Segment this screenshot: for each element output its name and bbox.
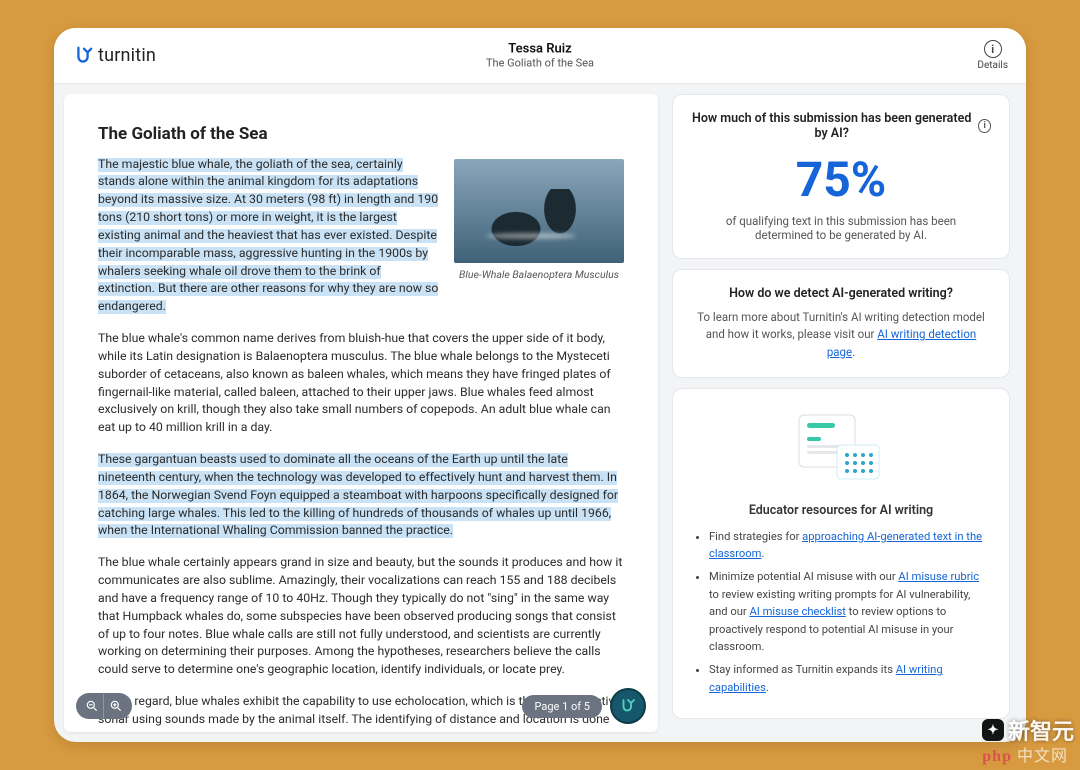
ai-card-note: of qualifying text in this submission ha…: [691, 214, 991, 242]
sidebar: How much of this submission has been gen…: [672, 94, 1014, 732]
turnitin-fab-icon: [619, 697, 637, 715]
resources-illustration: [691, 405, 991, 491]
zoom-in-button[interactable]: [104, 694, 128, 718]
detection-info-card: How do we detect AI-generated writing? T…: [672, 269, 1010, 378]
student-name: Tessa Ruiz: [486, 41, 594, 57]
document-footer: Page 1 of 5: [64, 688, 658, 724]
zoom-controls: [76, 693, 132, 719]
resource-item: Find strategies for approaching AI-gener…: [709, 528, 991, 563]
page-indicator: Page 1 of 5: [522, 695, 602, 718]
zoom-out-button[interactable]: [80, 694, 104, 718]
resource-text: Minimize potential AI misuse with our: [709, 570, 898, 583]
highlighted-text: The majestic blue whale, the goliath of …: [98, 158, 438, 315]
resource-text: Find strategies for: [709, 530, 802, 543]
resource-link[interactable]: AI misuse checklist: [749, 605, 845, 618]
paragraph: The blue whale's common name derives fro…: [98, 331, 624, 438]
header-center: Tessa Ruiz The Goliath of the Sea: [486, 41, 594, 70]
details-button[interactable]: i Details: [977, 40, 1008, 71]
paragraph: The blue whale certainly appears grand i…: [98, 555, 624, 680]
detection-desc-suffix: .: [852, 345, 855, 359]
detection-question: How do we detect AI-generated writing?: [691, 286, 991, 301]
zoom-in-icon: [109, 699, 123, 713]
whale-image: [454, 159, 624, 263]
highlighted-text: These gargantuan beasts used to dominate…: [98, 453, 618, 538]
brand-name: turnitin: [98, 45, 156, 66]
detection-desc: To learn more about Turnitin's AI writin…: [691, 309, 991, 361]
resource-link[interactable]: AI misuse rubric: [898, 570, 979, 583]
watermark-secondary: php 中文网: [982, 742, 1068, 766]
resources-list: Find strategies for approaching AI-gener…: [691, 528, 991, 696]
paragraph: These gargantuan beasts used to dominate…: [98, 452, 624, 541]
resource-text: .: [761, 547, 764, 560]
zoom-out-icon: [85, 699, 99, 713]
watermark-text: php: [982, 748, 1012, 765]
turnitin-fab[interactable]: [610, 688, 646, 724]
speech-icon: ✦: [982, 719, 1004, 741]
info-icon: i: [984, 40, 1002, 58]
document-figure: Blue-Whale Balaenoptera Musculus: [454, 159, 624, 282]
turnitin-icon: [72, 45, 94, 67]
resource-item: Stay informed as Turnitin expands its AI…: [709, 661, 991, 696]
document-content: The Goliath of the Sea Blue-Whale Balaen…: [64, 94, 658, 732]
document-title: The Goliath of the Sea: [486, 57, 594, 70]
resource-text: .: [766, 681, 769, 694]
details-label: Details: [977, 60, 1008, 71]
ai-percentage: 75%: [691, 151, 991, 208]
document-pane: The Goliath of the Sea Blue-Whale Balaen…: [64, 94, 658, 732]
resources-card: Educator resources for AI writing Find s…: [672, 388, 1010, 719]
ai-percentage-card: How much of this submission has been gen…: [672, 94, 1010, 259]
doc-heading: The Goliath of the Sea: [98, 122, 624, 147]
resource-item: Minimize potential AI misuse with our AI…: [709, 568, 991, 655]
app-window: turnitin Tessa Ruiz The Goliath of the S…: [54, 28, 1026, 742]
watermark-text: 中文网: [1012, 748, 1068, 765]
resources-icon: [793, 411, 889, 485]
resource-text: Stay informed as Turnitin expands its: [709, 663, 896, 676]
top-bar: turnitin Tessa Ruiz The Goliath of the S…: [54, 28, 1026, 84]
brand-logo: turnitin: [72, 45, 156, 67]
ai-card-question-text: How much of this submission has been gen…: [691, 111, 972, 141]
figure-caption: Blue-Whale Balaenoptera Musculus: [454, 267, 624, 282]
resources-title: Educator resources for AI writing: [691, 503, 991, 518]
info-icon[interactable]: i: [978, 119, 991, 133]
show-disclaimer-link[interactable]: Show Disclaimer: [672, 729, 1010, 732]
ai-card-question: How much of this submission has been gen…: [691, 111, 991, 141]
body-area: The Goliath of the Sea Blue-Whale Balaen…: [54, 84, 1026, 742]
